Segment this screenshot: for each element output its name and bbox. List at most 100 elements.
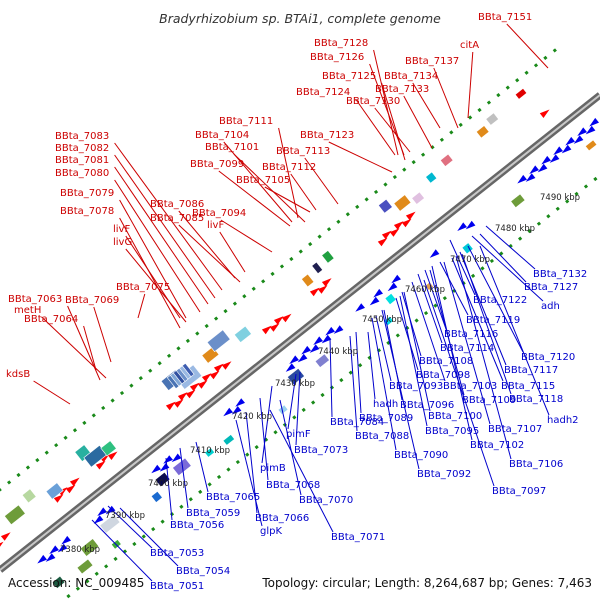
top-gene-label: livF (113, 224, 130, 235)
bottom-label-leader (461, 253, 512, 395)
top-gene-label: BBta_7064 (24, 314, 78, 325)
reverse-gene-arrow (163, 455, 173, 464)
reverse-gene-arrow (565, 136, 575, 146)
forward-gene-arrow (69, 477, 80, 487)
kbp-tick-label: 7470 kbp (450, 255, 490, 265)
bottom-label-leader (375, 315, 392, 382)
reverse-gene-arrow (589, 117, 599, 127)
top-label-leader (328, 141, 393, 173)
bottom-gene-label: BBta_7059 (186, 508, 240, 519)
top-label-leader (304, 157, 339, 205)
forward-gene-arrow (197, 380, 208, 389)
bottom-gene-label: BBta_7103 (443, 381, 497, 392)
reverse-gene-arrow (573, 135, 584, 144)
forward-gene-arrow (317, 285, 328, 294)
top-gene-label: BBta_7126 (310, 52, 364, 63)
reverse-gene-arrow (97, 507, 107, 516)
bottom-label-leader (439, 261, 469, 316)
top-label-leader (403, 95, 433, 149)
top-label-leader (412, 82, 441, 129)
bottom-gene-label: BBta_7056 (170, 520, 224, 531)
bottom-label-leader (179, 447, 189, 509)
top-gene-label: livG (113, 237, 132, 248)
reverse-gene-arrow (61, 535, 71, 545)
kbp-tick-label: 7400 kbp (148, 479, 188, 489)
bottom-label-leader (329, 337, 333, 418)
gene-block (514, 87, 528, 100)
reverse-gene-arrow (333, 325, 344, 334)
top-label-leader (41, 316, 107, 379)
kbp-tick-label: 7490 kbp (540, 193, 580, 203)
bottom-gene-label: BBta_7070 (299, 495, 353, 506)
gene-block (439, 153, 454, 167)
top-gene-label: BBta_7105 (236, 175, 290, 186)
top-label-leader (373, 49, 399, 156)
top-gene-label: BBta_7133 (375, 84, 429, 95)
reverse-gene-arrow (373, 288, 383, 298)
bottom-gene-label: pimF (286, 429, 311, 440)
top-gene-label: BBta_7078 (60, 206, 114, 217)
gene-block (311, 261, 324, 275)
top-gene-label: BBta_7123 (300, 130, 354, 141)
bottom-gene-label: BBta_7119 (466, 315, 520, 326)
top-gene-label: BBta_7085 (150, 213, 204, 224)
reverse-gene-arrow (541, 155, 551, 165)
top-label-leader (178, 210, 236, 279)
top-label-leader (264, 186, 311, 213)
bottom-label-leader (485, 225, 536, 270)
kbp-tick-label: 7390 kbp (105, 511, 145, 521)
bottom-gene-label: BBta_7114 (440, 343, 494, 354)
top-label-leader (220, 219, 273, 253)
gene-block (45, 482, 64, 500)
reverse-gene-arrow (235, 398, 245, 407)
bottom-label-leader (431, 265, 473, 441)
kbp-tick-label: 7440 kbp (318, 347, 358, 357)
reverse-gene-arrow (465, 220, 476, 230)
top-gene-label: livF (207, 220, 224, 231)
reverse-gene-arrow (369, 296, 380, 306)
kbp-tick-labels: 7380 kbp 7390 kbp 7400 kbp 7410 kbp 7420 kbp… (60, 193, 580, 555)
bottom-gene-label: BBta_7073 (294, 445, 348, 456)
gene-block (510, 193, 526, 209)
bottom-gene-label: BBta_7088 (355, 431, 409, 442)
bottom-label-leader (295, 371, 301, 446)
kbp-tick-label: 7380 kbp (60, 545, 100, 555)
gene-block (485, 112, 500, 126)
bottom-gene-label: BBta_7092 (417, 469, 471, 480)
bottom-label-leader (471, 235, 544, 302)
bottom-gene-label: BBta_7068 (266, 480, 320, 491)
forward-gene-arrow (189, 382, 200, 392)
top-label-leader (114, 166, 209, 305)
top-gene-label: BBta_7080 (55, 168, 109, 179)
forward-gene-arrow (405, 211, 416, 221)
reverse-gene-arrow (525, 173, 536, 182)
reverse-gene-arrow (223, 407, 233, 417)
bottom-label-leader (411, 281, 446, 382)
bottom-gene-label: BBta_7097 (492, 486, 546, 497)
bottom-label-leader (449, 239, 476, 296)
bottom-label-leader (423, 279, 495, 487)
kbp-tick-label: 7460 kbp (405, 285, 445, 295)
gene-block-shade (181, 362, 195, 378)
reverse-gene-arrow (517, 174, 527, 184)
reverse-gene-arrow (151, 464, 161, 474)
backbone-track (0, 92, 600, 573)
top-gene-label: BBta_7086 (150, 199, 204, 210)
reverse-gene-arrow (391, 274, 401, 284)
forward-gene-arrow (261, 325, 272, 335)
bottom-label-leader (91, 519, 153, 582)
reverse-gene-arrow (49, 545, 59, 554)
bottom-label-leader (261, 385, 273, 464)
bottom-gene-label: BBta_7065 (206, 492, 260, 503)
top-gene-label: BBta_7094 (192, 208, 246, 219)
top-label-leader (290, 173, 317, 211)
top-gene-label: BBta_7125 (322, 71, 376, 82)
forward-gene-arrow (65, 484, 76, 494)
forward-gene-arrow (377, 237, 388, 247)
gene-block (51, 575, 66, 589)
forward-gene-arrow (0, 532, 11, 541)
gene-block (172, 457, 192, 477)
gene-block (584, 139, 598, 152)
gene-block (100, 440, 117, 457)
gene-block (233, 325, 252, 343)
